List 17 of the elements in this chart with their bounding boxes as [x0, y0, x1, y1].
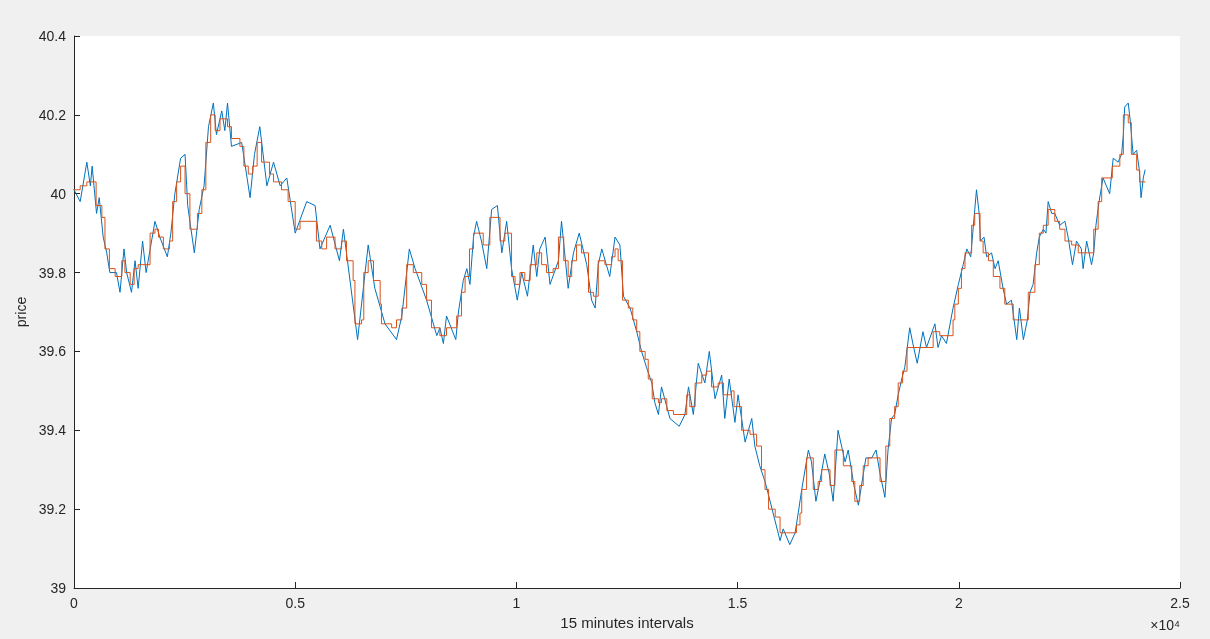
- y-tick-label: 39.8: [38, 264, 67, 281]
- y-tick-label: 39: [50, 580, 67, 596]
- y-axis-title: price: [12, 296, 29, 328]
- y-tick-label: 40: [50, 185, 67, 202]
- y-tick-label: 40.4: [38, 28, 67, 44]
- x-tick-label: 1.5: [727, 595, 748, 611]
- x-tick-label: 2: [954, 595, 963, 611]
- text: ×10⁴: [1150, 617, 1180, 633]
- y-tick-label: 39.6: [38, 343, 67, 360]
- y-tick-label: 39.4: [38, 422, 67, 439]
- x-axis-title: 15 minutes intervals: [560, 613, 694, 631]
- y-tick-label: 40.2: [38, 106, 67, 123]
- y-tick-label: 39.2: [38, 501, 67, 518]
- x-tick-label: 2.5: [1170, 595, 1190, 611]
- x-tick-label: 0.5: [285, 595, 306, 611]
- x-tick-label: 1: [512, 595, 521, 611]
- x-tick-label: 0: [70, 595, 79, 611]
